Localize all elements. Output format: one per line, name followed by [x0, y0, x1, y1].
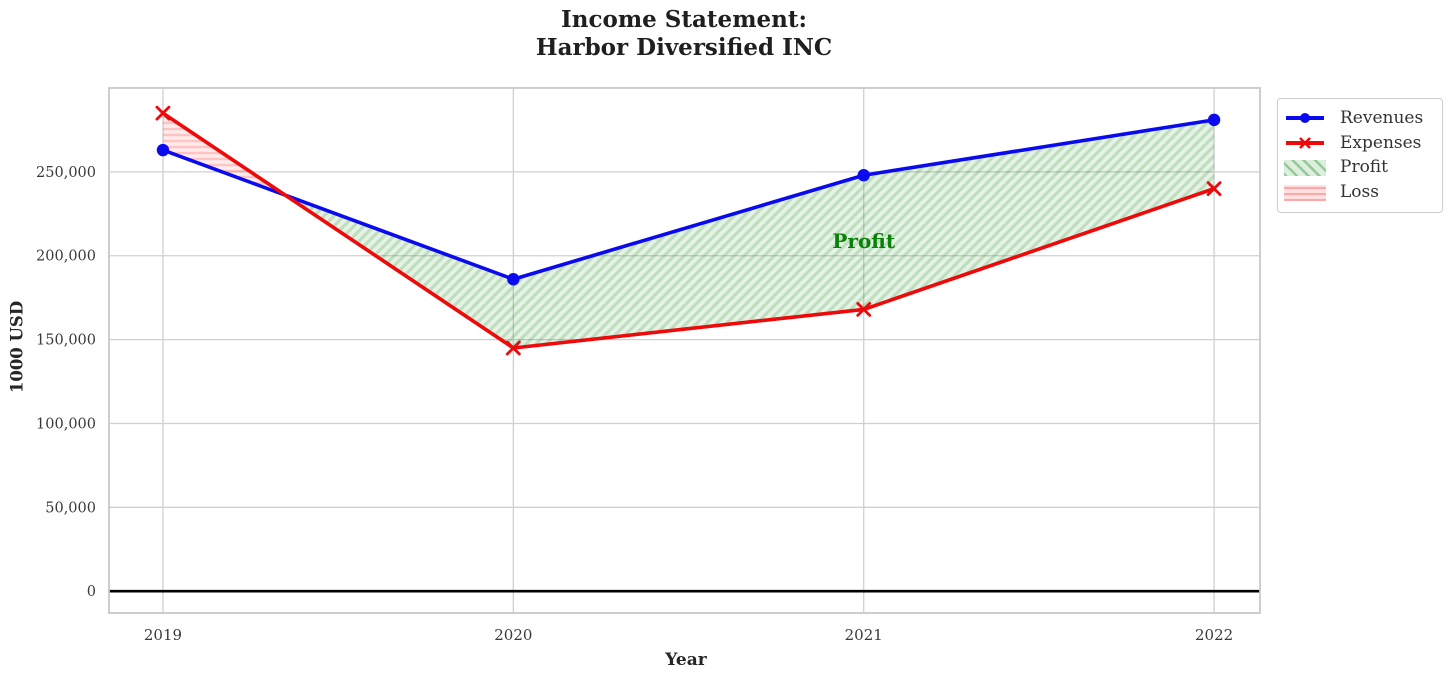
y-tick-label: 200,000: [36, 249, 96, 265]
revenues-line: [162, 118, 1215, 282]
legend-label-profit: Profit: [1340, 157, 1388, 178]
y-tick-label: 100,000: [36, 416, 96, 432]
legend-label-expenses: Expenses: [1340, 132, 1422, 153]
y-tick-label: 0: [87, 584, 96, 600]
expenses-line-swatch: [1286, 137, 1324, 150]
revenues-marker: [507, 273, 520, 286]
legend-item-expenses: Expenses: [1284, 132, 1434, 153]
profit-region: [285, 119, 1215, 348]
expenses-line: [161, 111, 1215, 350]
expenses-marker: [155, 105, 171, 121]
revenues-line-swatch: [1286, 113, 1324, 124]
chart-title-line2: Harbor Diversified INC: [535, 34, 833, 61]
legend-item-profit: Profit: [1284, 159, 1434, 176]
legend-item-loss: Loss: [1284, 184, 1434, 201]
plot-border: [108, 87, 1261, 614]
legend: Revenues Expenses Profit Loss: [1277, 98, 1443, 213]
profit-hatch-swatch: [1284, 159, 1326, 176]
x-tick-label: 2022: [1195, 626, 1233, 644]
chart-title-line1: Income Statement:: [560, 6, 808, 33]
expenses-marker: [1206, 181, 1222, 197]
x-tick-label: 2019: [144, 626, 182, 644]
revenues-marker: [1207, 113, 1221, 127]
chart-title: Income Statement: Harbor Diversified INC: [536, 6, 832, 62]
profit-annotation: Profit: [832, 228, 896, 253]
legend-label-revenues: Revenues: [1340, 107, 1424, 128]
loss-hatch-swatch: [1284, 184, 1326, 201]
x-axis-label: Year: [665, 650, 707, 670]
revenues-marker: [156, 143, 170, 157]
y-tick-label: 50,000: [45, 500, 96, 516]
y-tick-label: 250,000: [36, 165, 96, 181]
legend-label-loss: Loss: [1340, 182, 1379, 203]
revenues-marker: [857, 169, 870, 182]
expenses-marker: [856, 302, 872, 317]
legend-item-revenues: Revenues: [1284, 107, 1434, 128]
x-tick-label: 2020: [494, 626, 532, 644]
x-tick-label: 2021: [845, 626, 883, 644]
expenses-marker: [505, 340, 521, 356]
y-tick-label: 150,000: [36, 333, 96, 349]
